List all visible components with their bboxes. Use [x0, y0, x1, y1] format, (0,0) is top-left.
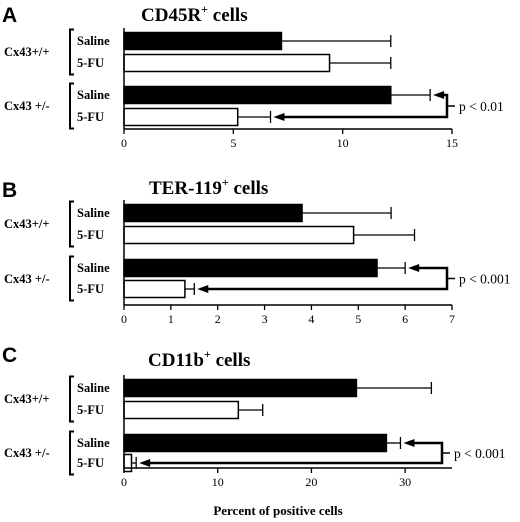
- bar: [123, 400, 240, 420]
- x-tick-label: 4: [308, 312, 314, 326]
- arrow-head: [273, 113, 285, 121]
- title-suffix: cells: [229, 178, 269, 199]
- panel-a: A CD45R+ cells Cx43+/+ Saline 5-FU Cx43 +/- Sa…: [2, 2, 504, 150]
- panel-title: CD11b+ cells: [148, 347, 250, 371]
- bar: [123, 31, 283, 51]
- x-tick-label: 10: [337, 136, 349, 150]
- x-tick-label: 5: [355, 312, 361, 326]
- title-superscript: +: [201, 2, 208, 16]
- x-tick-label: 2: [215, 312, 221, 326]
- row-label: Saline: [77, 34, 110, 48]
- arrow-head: [139, 459, 151, 467]
- row-label: Saline: [77, 436, 110, 450]
- arrow-head: [197, 285, 209, 293]
- x-tick-label: 5: [230, 136, 236, 150]
- panel-c: C CD11b+ cells Cx43+/+ Saline 5-FU Cx43 +/- Sa…: [2, 344, 506, 518]
- title-main: TER-119: [149, 178, 222, 199]
- group-bracket: [69, 430, 74, 476]
- x-tick-label: 6: [402, 312, 408, 326]
- x-tick-label: 15: [446, 136, 458, 150]
- bar: [123, 279, 186, 299]
- panel-title: CD45R+ cells: [141, 2, 248, 26]
- group-label: Cx43+/+: [4, 45, 50, 59]
- title-superscript: +: [222, 175, 229, 189]
- x-tick-label: 20: [305, 475, 317, 489]
- group-bracket: [69, 200, 74, 248]
- p-value-label: p < 0.001: [454, 446, 506, 461]
- panel-title: TER-119+ cells: [149, 175, 268, 199]
- x-tick-label: 0: [121, 136, 127, 150]
- x-tick-label: 1: [168, 312, 174, 326]
- group-bracket: [69, 82, 74, 130]
- arrow-head: [433, 91, 445, 99]
- group-bracket: [69, 375, 74, 423]
- bar: [123, 107, 239, 127]
- arrow-head: [408, 264, 420, 272]
- x-tick-label: 0: [121, 312, 127, 326]
- p-value-label: p < 0.01: [459, 99, 504, 114]
- panel-letter: B: [2, 179, 17, 202]
- row-label: 5-FU: [77, 403, 104, 417]
- title-superscript: +: [204, 347, 211, 361]
- x-tick-label: 0: [121, 475, 127, 489]
- bar: [123, 85, 392, 105]
- group-label: Cx43 +/-: [4, 272, 50, 286]
- title-suffix: cells: [211, 350, 251, 371]
- group-bracket: [69, 255, 74, 302]
- bar: [123, 203, 303, 223]
- group-label: Cx43+/+: [4, 217, 50, 231]
- bar: [123, 453, 133, 473]
- group-label: Cx43 +/-: [4, 99, 50, 113]
- bar: [123, 433, 388, 453]
- x-axis-title: Percent of positive cells: [213, 503, 342, 518]
- x-tick-label: 3: [262, 312, 268, 326]
- group-label: Cx43 +/-: [4, 446, 50, 460]
- row-label: Saline: [77, 261, 110, 275]
- panel-b: B TER-119+ cells Cx43+/+ Saline 5-FU Cx43 +/-…: [2, 175, 511, 326]
- x-tick-label: 7: [449, 312, 455, 326]
- x-tick-label: 30: [399, 475, 411, 489]
- bar: [123, 53, 331, 73]
- row-label: 5-FU: [77, 282, 104, 296]
- bar: [123, 378, 358, 398]
- row-label: 5-FU: [77, 456, 104, 470]
- row-label: 5-FU: [77, 228, 104, 242]
- panel-letter: C: [2, 344, 17, 367]
- x-tick-label: 10: [212, 475, 224, 489]
- p-value-label: p < 0.001: [459, 272, 511, 287]
- title-suffix: cells: [208, 5, 248, 26]
- bar: [123, 225, 355, 245]
- row-label: Saline: [77, 88, 110, 102]
- title-main: CD45R: [141, 5, 201, 26]
- row-label: Saline: [77, 381, 110, 395]
- title-main: CD11b: [148, 350, 204, 371]
- group-bracket: [69, 28, 74, 76]
- row-label: 5-FU: [77, 110, 104, 124]
- row-label: Saline: [77, 206, 110, 220]
- group-label: Cx43+/+: [4, 392, 50, 406]
- row-label: 5-FU: [77, 56, 104, 70]
- bar: [123, 258, 378, 278]
- arrow-head: [403, 439, 415, 447]
- panel-letter: A: [2, 4, 17, 27]
